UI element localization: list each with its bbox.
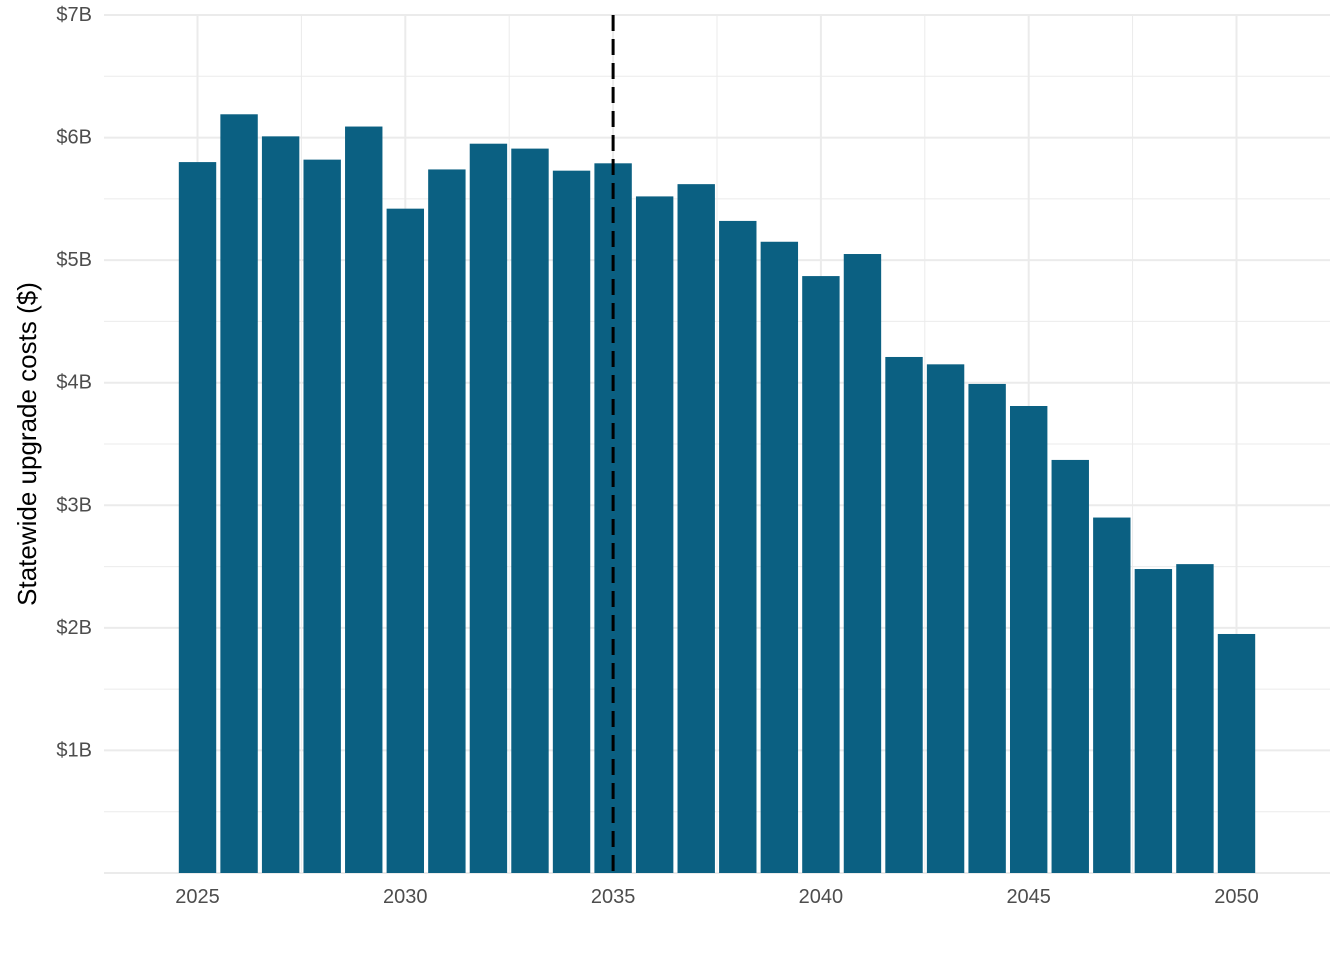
- y-tick-label: $2B: [56, 617, 92, 639]
- bar-2036: [635, 196, 674, 874]
- bar-2031: [428, 169, 466, 873]
- y-tick-label: $7B: [56, 4, 92, 26]
- bar-2042: [885, 356, 923, 874]
- y-axis-title: Statewide upgrade costs ($): [12, 282, 42, 606]
- x-tick-label: 2030: [383, 886, 428, 908]
- bar-2046: [1051, 459, 1089, 873]
- x-tick-label: 2035: [591, 886, 636, 908]
- bar-2041: [843, 254, 882, 873]
- bar-2050: [1217, 633, 1256, 873]
- bar-2048: [1134, 569, 1173, 873]
- bar-2033: [511, 148, 549, 874]
- y-axis-tick-labels: $1B $2B $3B $4B $5B $6B $7B: [56, 4, 92, 761]
- bar-2047: [1093, 517, 1131, 873]
- y-tick-label: $1B: [56, 739, 92, 761]
- x-tick-label: 2045: [1006, 886, 1051, 908]
- bar-2026: [220, 114, 258, 874]
- bar-2045: [1009, 406, 1048, 873]
- bar-2040: [802, 276, 840, 873]
- bar-2027: [261, 136, 300, 874]
- bar-2044: [968, 383, 1006, 873]
- x-axis-tick-labels: 2025 2030 2035 2040 2045 2050: [175, 886, 1258, 908]
- bar-2049: [1176, 564, 1214, 873]
- bar-2034: [552, 170, 591, 873]
- bar-2025: [178, 162, 217, 874]
- bar-2039: [760, 241, 799, 873]
- y-tick-label: $3B: [56, 494, 92, 516]
- bars: [178, 114, 1256, 874]
- x-tick-label: 2040: [799, 886, 844, 908]
- bar-2038: [719, 220, 757, 874]
- y-tick-label: $5B: [56, 249, 92, 271]
- bar-2030: [386, 208, 425, 874]
- y-tick-label: $4B: [56, 372, 92, 394]
- y-tick-label: $6B: [56, 127, 92, 149]
- x-tick-label: 2025: [175, 886, 220, 908]
- bar-2037: [677, 184, 715, 874]
- bar-2029: [345, 126, 383, 874]
- bar-2032: [469, 143, 508, 873]
- bar-2028: [303, 159, 341, 874]
- bar-2043: [926, 364, 965, 873]
- x-tick-label: 2050: [1214, 886, 1259, 908]
